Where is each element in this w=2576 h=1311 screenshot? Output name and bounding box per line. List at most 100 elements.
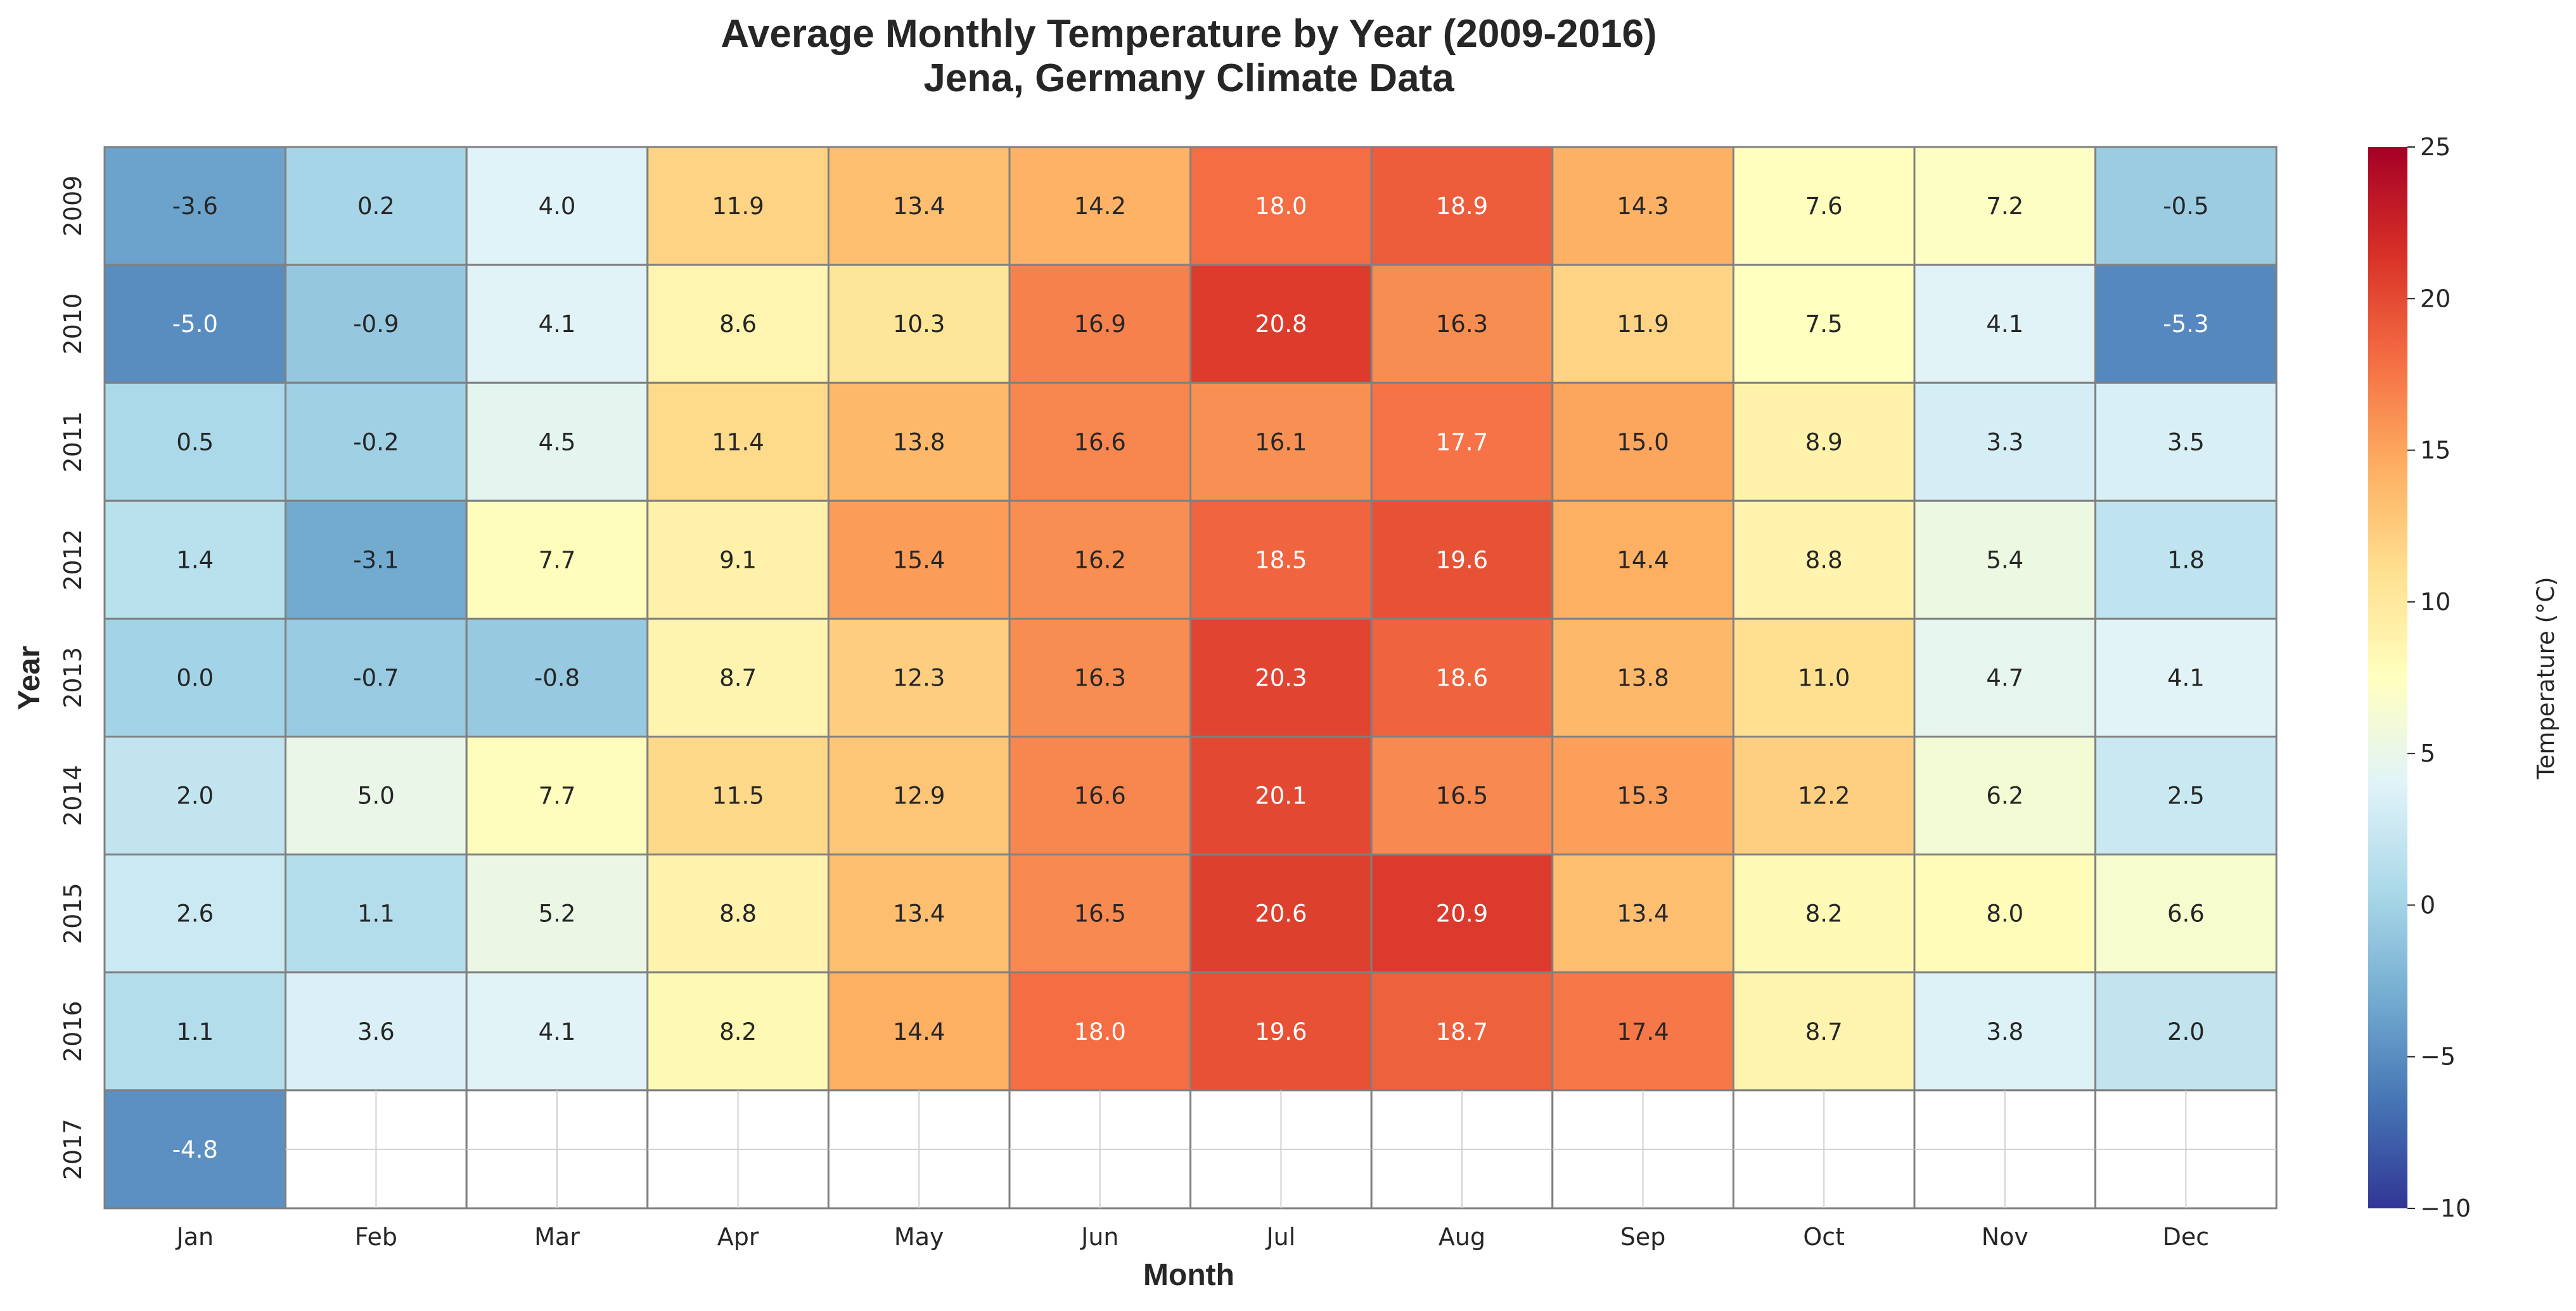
cell-value-label: 20.1 <box>1255 783 1307 810</box>
cell-value-label: 4.0 <box>539 193 576 220</box>
heatmap-cell <box>2094 736 2278 856</box>
cell-value-label: 7.6 <box>1805 193 1843 220</box>
heatmap-cell <box>1370 617 1554 738</box>
cell-value-label: 18.0 <box>1074 1018 1126 1046</box>
heatmap-cell <box>465 854 649 974</box>
heatmap-cell <box>1732 146 1916 266</box>
heatmap-cell <box>827 971 1011 1092</box>
cell-value-label: 16.2 <box>1074 546 1126 573</box>
x-tick-label: Jan <box>176 1223 214 1251</box>
heatmap-cell <box>827 617 1011 738</box>
heatmap-cell <box>1732 854 1916 974</box>
x-tick-label: Jun <box>1080 1223 1118 1251</box>
heatmap-cell <box>827 264 1011 384</box>
heatmap-cell <box>1913 264 2097 384</box>
cell-value-label: 14.4 <box>893 1018 945 1046</box>
heatmap-cell <box>646 146 830 266</box>
cell-value-label: 12.9 <box>893 783 945 810</box>
heatmap-cell <box>2094 854 2278 974</box>
y-tick-label: 2011 <box>59 411 87 473</box>
heatmap-cell <box>465 617 649 738</box>
x-tick-label: Oct <box>1803 1223 1845 1251</box>
heatmap-cells: -3.6 0.2 4.0 11.9 13.4 14.2 18.0 18.9 14.3 7.6 7.2… <box>103 146 2278 1210</box>
heatmap-cell <box>2094 971 2278 1092</box>
heatmap-cell <box>1189 971 1373 1092</box>
heatmap-cell <box>465 971 649 1092</box>
heatmap-cell <box>285 264 468 384</box>
cell-value-label: 19.6 <box>1255 1018 1307 1046</box>
cell-value-label: 7.5 <box>1805 310 1843 338</box>
chart-subtitle: Jena, Germany Climate Data <box>923 56 1454 100</box>
cell-value-label: 14.4 <box>1617 546 1669 573</box>
cell-value-label: 2.6 <box>176 900 214 928</box>
heatmap-cell <box>103 736 287 856</box>
heatmap-cell <box>103 499 287 620</box>
heatmap-cell <box>1189 617 1373 738</box>
y-tick-labels: 2009 2010 2011 2012 2013 2014 2015 2016 2017 <box>59 176 87 1180</box>
cell-value-label: 17.7 <box>1436 428 1488 456</box>
cell-value-label: 15.3 <box>1617 783 1669 810</box>
heatmap-cell <box>1913 854 2097 974</box>
cell-value-label: -0.5 <box>2163 193 2208 220</box>
cell-value-label: 16.5 <box>1074 900 1126 928</box>
cell-value-label: 11.4 <box>712 428 764 456</box>
cell-value-label: 8.2 <box>719 1018 757 1046</box>
colorbar-tick-label: 20 <box>2420 285 2451 312</box>
heatmap-cell <box>103 617 287 738</box>
x-tick-label: Dec <box>2163 1223 2210 1251</box>
heatmap-cell <box>2094 499 2278 620</box>
chart-title: Average Monthly Temperature by Year (200… <box>721 12 1656 56</box>
cell-value-label: 4.5 <box>539 428 576 456</box>
heatmap-cell <box>827 381 1011 502</box>
cell-value-label: 13.8 <box>1617 664 1669 691</box>
cell-value-label: 1.8 <box>2167 546 2205 573</box>
cell-value-label: 1.1 <box>357 900 395 928</box>
cell-value-label: 8.0 <box>1986 900 2023 928</box>
cell-value-label: 11.9 <box>1617 310 1669 338</box>
colorbar-tick-label: 15 <box>2420 437 2451 464</box>
cell-value-label: 11.5 <box>712 783 764 810</box>
heatmap-cell <box>1732 736 1916 856</box>
cell-value-label: 18.9 <box>1436 193 1488 220</box>
heatmap-cell <box>1913 381 2097 502</box>
cell-value-label: 10.3 <box>893 310 945 338</box>
heatmap-cell <box>465 381 649 502</box>
cell-value-label: 8.6 <box>719 310 757 338</box>
cell-value-label: 4.1 <box>539 310 576 338</box>
heatmap-cell <box>1913 971 2097 1092</box>
heatmap-cell <box>1551 264 1734 384</box>
cell-value-label: 19.6 <box>1436 546 1488 573</box>
heatmap-cell <box>465 499 649 620</box>
cell-value-label: -5.0 <box>172 310 218 338</box>
colorbar-tick-label: 25 <box>2420 133 2451 161</box>
cell-value-label: 5.0 <box>357 783 395 810</box>
heatmap-cell <box>103 854 287 974</box>
cell-value-label: 18.7 <box>1436 1018 1488 1046</box>
cell-value-label: 7.7 <box>539 783 576 810</box>
cell-value-label: 4.7 <box>1986 664 2023 691</box>
cell-value-label: -0.7 <box>353 664 399 691</box>
cell-value-label: 20.3 <box>1255 664 1307 691</box>
cell-value-label: 5.2 <box>539 900 576 928</box>
heatmap-cell <box>1913 617 2097 738</box>
cell-value-label: -3.6 <box>172 193 218 220</box>
heatmap-cell <box>646 381 830 502</box>
cell-value-label: 13.4 <box>893 193 945 220</box>
heatmap-cell <box>2094 381 2278 502</box>
cell-value-label: 18.0 <box>1255 193 1307 220</box>
heatmap-cell <box>1008 736 1192 856</box>
colorbar-label: Temperature (°C) <box>2532 577 2560 779</box>
cell-value-label: 4.1 <box>539 1018 576 1046</box>
heatmap-cell <box>285 499 468 620</box>
colorbar-tick-label: 0 <box>2420 891 2435 919</box>
x-tick-label: Jul <box>1265 1223 1295 1251</box>
cell-value-label: 11.0 <box>1798 664 1850 691</box>
cell-value-label: 20.6 <box>1255 900 1307 928</box>
cell-value-label: 14.2 <box>1074 193 1126 220</box>
x-tick-label: Sep <box>1620 1223 1666 1251</box>
cell-value-label: 18.6 <box>1436 664 1488 691</box>
cell-value-label: 16.6 <box>1074 428 1126 456</box>
cell-value-label: 16.3 <box>1074 664 1126 691</box>
heatmap-cell <box>646 971 830 1092</box>
cell-value-label: 20.9 <box>1436 900 1488 928</box>
